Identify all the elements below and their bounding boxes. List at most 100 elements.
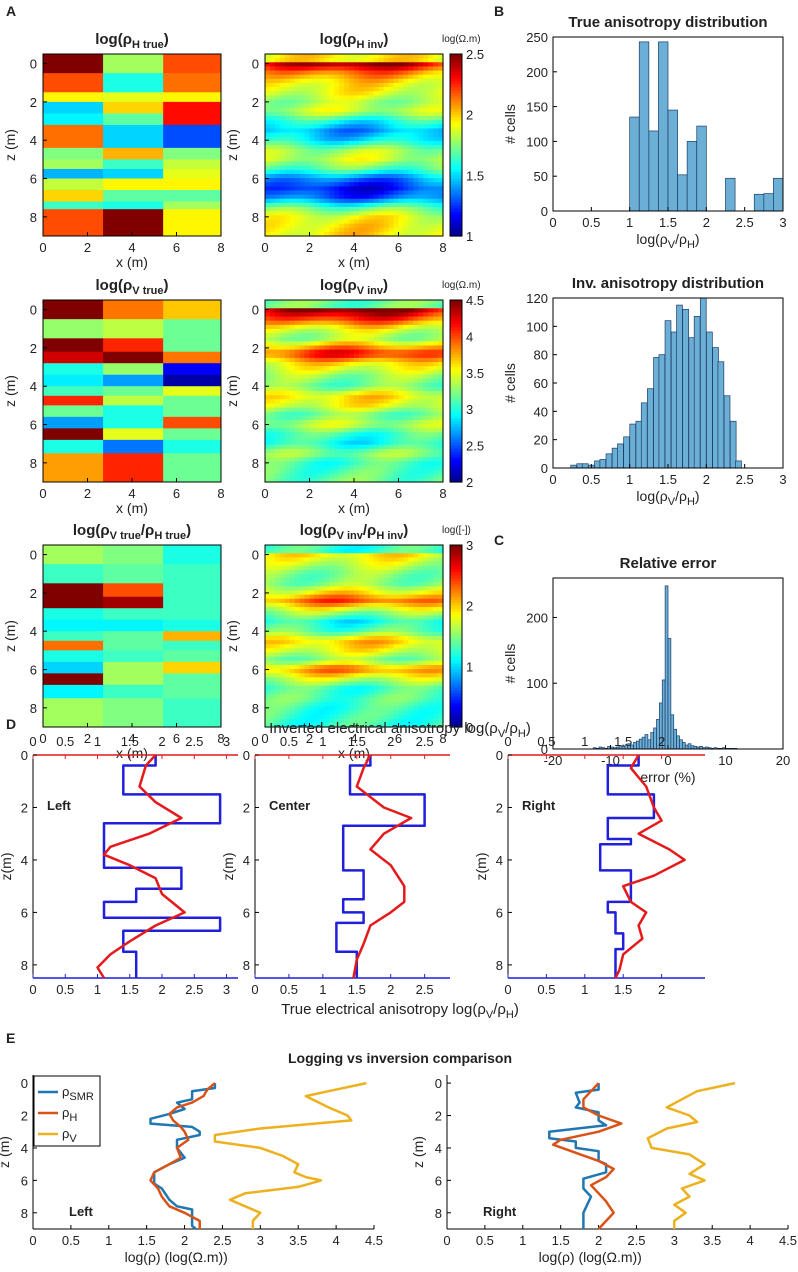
- heatmap-cell: [269, 320, 276, 326]
- colorbar-swatch: [450, 324, 462, 328]
- heatmap-cell: [433, 316, 439, 322]
- heatmap-cell: [294, 316, 301, 322]
- heatmap-cell: [373, 70, 380, 76]
- heatmap-cell: [269, 231, 276, 237]
- heatmap-cell: [403, 631, 409, 637]
- heatmap-cell: [349, 644, 355, 650]
- heatmap-cell: [289, 403, 296, 409]
- heatmap-cell: [289, 673, 296, 678]
- heatmap-cell: [279, 207, 286, 212]
- heatmap-cell: [314, 453, 320, 458]
- heatmap-cell: [438, 561, 444, 567]
- heatmap-cell: [299, 590, 306, 596]
- heatmap-cell: [324, 211, 330, 216]
- heatmap-cell: [314, 436, 320, 442]
- heatmap-cell: [294, 689, 301, 695]
- heatmap-cell: [324, 312, 330, 318]
- heatmap-cell: [408, 669, 414, 674]
- heatmap-cell: [329, 594, 335, 600]
- heatmap-cell: [418, 611, 424, 616]
- heatmap-cell: [284, 391, 291, 396]
- heatmap-cell: [393, 415, 400, 421]
- heatmap-cell: [354, 448, 360, 454]
- heatmap-cell: [403, 370, 409, 376]
- heatmap-cell: [358, 324, 365, 330]
- heatmap-cell: [265, 419, 271, 425]
- heatmap-cell: [314, 124, 320, 130]
- heatmap-cell: [413, 453, 419, 458]
- heatmap-cell: [378, 698, 385, 703]
- heatmap-cell: [279, 590, 286, 596]
- heatmap-cell: [358, 54, 365, 59]
- heatmap-cell: [438, 440, 444, 446]
- heatmap-cell: [358, 582, 365, 587]
- heatmap-cell: [433, 320, 439, 326]
- heatmap-cell: [438, 598, 444, 604]
- heatmap-cell: [269, 681, 276, 687]
- heatmap-cell: [398, 660, 405, 666]
- heatmap-cell: [398, 382, 405, 388]
- heatmap-cell: [363, 465, 370, 471]
- heatmap-cell: [413, 312, 419, 318]
- heatmap-cell: [383, 374, 390, 380]
- heatmap-cell: [368, 586, 375, 592]
- heatmap-cell: [408, 165, 414, 171]
- heatmap-cell: [324, 660, 330, 666]
- heatmap-cell: [324, 140, 330, 146]
- heatmap-cell: [393, 328, 400, 334]
- heatmap-cell: [299, 565, 306, 571]
- heatmap-cell: [423, 419, 429, 425]
- heatmap-cell: [438, 190, 444, 196]
- heatmap-cell: [334, 54, 340, 59]
- heatmap-cell: [428, 391, 434, 396]
- heatmap-cell: [423, 328, 429, 334]
- heatmap-cell: [363, 565, 370, 571]
- heatmap-cell: [378, 149, 385, 154]
- heatmap-cell: [388, 366, 395, 371]
- heatmap-cell: [423, 120, 429, 125]
- heatmap-cell: [294, 636, 301, 641]
- heatmap-cell: [388, 223, 395, 229]
- heatmap-cell: [324, 648, 330, 654]
- heatmap-cell: [368, 461, 375, 467]
- heatmap-cell: [403, 448, 409, 454]
- heatmap-cell: [378, 190, 385, 196]
- heatmap-cell: [163, 73, 222, 93]
- heatmap-cell: [284, 598, 291, 604]
- heatmap-cell: [349, 165, 355, 171]
- heatmap-cell: [358, 677, 365, 683]
- heatmap-cell: [363, 598, 370, 604]
- heatmap-cell: [378, 673, 385, 678]
- heatmap-cell: [418, 693, 424, 699]
- heatmap-cell: [274, 440, 281, 446]
- heatmap-cell: [383, 602, 390, 608]
- heatmap-cell: [363, 128, 370, 134]
- heatmap-cell: [289, 70, 296, 76]
- heatmap-cell: [428, 652, 434, 658]
- heatmap-cell: [403, 211, 409, 216]
- heatmap-cell: [269, 453, 276, 458]
- heatmap-cell: [294, 103, 301, 109]
- heatmap-cell: [403, 227, 409, 233]
- heatmap-cell: [309, 648, 316, 654]
- heatmap-cell: [418, 698, 424, 703]
- heatmap-cell: [363, 328, 370, 334]
- heatmap-cell: [344, 190, 350, 196]
- heatmap-cell: [413, 582, 419, 587]
- heatmap-cell: [358, 702, 365, 707]
- heatmap-cell: [299, 395, 306, 400]
- heatmap-cell: [329, 99, 335, 105]
- heatmap-cell: [344, 424, 350, 429]
- heatmap-cell: [373, 178, 380, 183]
- heatmap-cell: [279, 82, 286, 88]
- heatmap-cell: [408, 419, 414, 425]
- heatmap-cell: [269, 428, 276, 433]
- heatmap-cell: [324, 337, 330, 342]
- heatmap-cell: [284, 677, 291, 683]
- heatmap-cell: [314, 157, 320, 163]
- heatmap-cell: [349, 99, 355, 105]
- heatmap-cell: [289, 111, 296, 117]
- heatmap-cell: [408, 453, 414, 458]
- heatmap-cell: [349, 640, 355, 645]
- heatmap-cell: [319, 702, 325, 707]
